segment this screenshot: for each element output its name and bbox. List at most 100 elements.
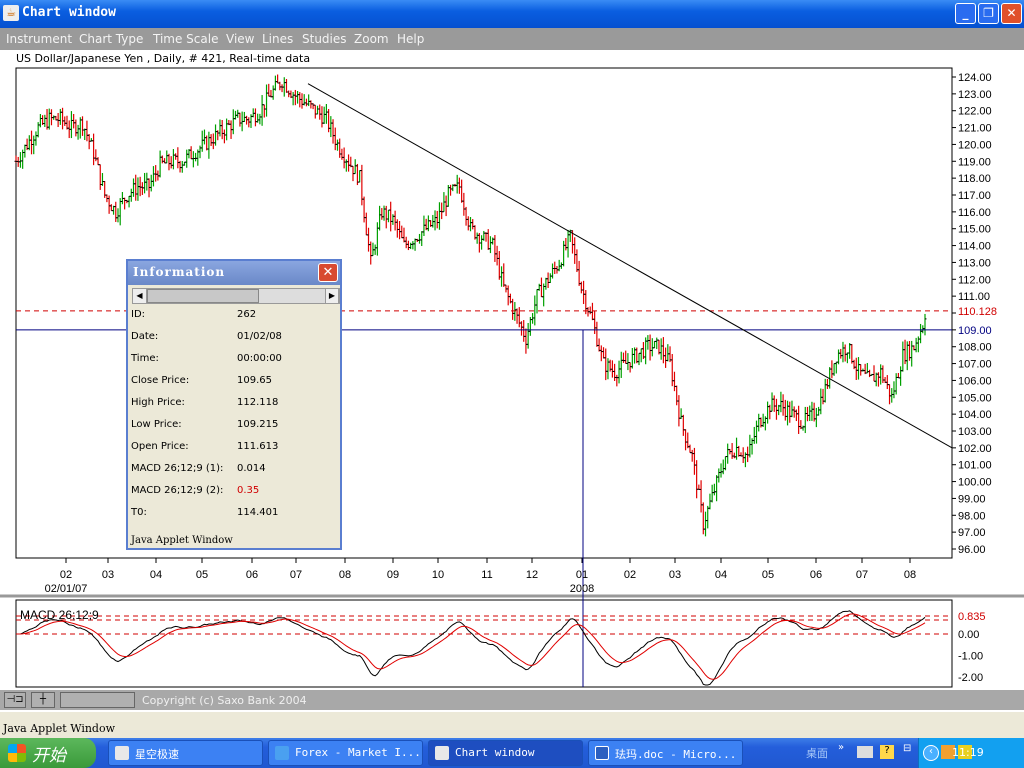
menu-zoom[interactable]: Zoom <box>354 32 389 46</box>
macd-tick-label: -1.00 <box>958 651 983 663</box>
y-tick-label: 112.00 <box>958 274 991 286</box>
x-tick-label: 03 <box>102 569 114 581</box>
x-tick-label: 07 <box>290 569 302 581</box>
x-tick-label: 06 <box>810 569 822 581</box>
chevron-icon[interactable]: » <box>838 742 845 753</box>
macd-plot-frame <box>15 599 953 688</box>
y-tick-label: 124.00 <box>958 72 992 84</box>
macd-line <box>15 610 926 686</box>
y-tick-label: 121.00 <box>958 123 992 135</box>
info-row: MACD 26;12;9 (1): 0.014 <box>131 463 266 474</box>
trend-line <box>307 83 953 449</box>
y-tick-label: 118.00 <box>958 173 991 185</box>
information-footer: Java Applet Window <box>131 535 233 546</box>
info-value: 00:00:00 <box>237 353 282 364</box>
applet-label: Java Applet Window <box>0 712 1024 738</box>
x-tick-label: 04 <box>715 569 727 581</box>
y-tick-label: 114.00 <box>958 241 991 253</box>
y-tick-label: 113.00 <box>958 257 991 269</box>
information-close-button[interactable]: ✕ <box>318 263 338 282</box>
menu-view[interactable]: View <box>226 32 255 46</box>
scroll-right-arrow[interactable]: ▶ <box>325 289 339 303</box>
info-value: 109.65 <box>237 375 272 386</box>
window-title: Chart window <box>22 5 116 20</box>
info-value: 262 <box>237 309 257 320</box>
y-tick-label: 116.00 <box>958 207 991 219</box>
x-tick-label: 08 <box>904 569 916 581</box>
information-scrollbar[interactable]: ◀ ▶ <box>132 288 340 304</box>
task-word-doc[interactable]: 珐玛.doc - Micro... <box>588 740 743 766</box>
info-row: ID: 262 <box>131 309 256 320</box>
y-tick-label: 98.00 <box>958 510 986 522</box>
task-forex-browser[interactable]: Forex - Market I... <box>268 740 423 766</box>
menu-time-scale[interactable]: Time Scale <box>153 32 219 46</box>
chart-subtitle: US Dollar/Japanese Yen , Daily, # 421, R… <box>16 52 311 65</box>
menu-help[interactable]: Help <box>397 32 425 46</box>
macd-signal-line <box>15 613 926 680</box>
level-label: 110.128 <box>958 306 997 318</box>
x-tick-label: 06 <box>246 569 258 581</box>
y-tick-label: 99.00 <box>958 493 986 505</box>
desktop-toolbar[interactable]: 桌面 <box>806 747 828 760</box>
menu-lines[interactable]: Lines <box>262 32 294 46</box>
pin-icon[interactable]: ⊣⊐ <box>4 692 26 708</box>
info-row: T0: 114.401 <box>131 507 278 518</box>
tray-app-icon[interactable] <box>941 745 955 759</box>
menu-studies[interactable]: Studies <box>302 32 347 46</box>
x-tick-label: 02 <box>624 569 636 581</box>
java-icon: ☕ <box>3 5 19 21</box>
help-icon[interactable]: ? <box>880 745 894 759</box>
maximize-button[interactable]: ❐ <box>978 3 999 24</box>
level-label: 109.00 <box>958 325 992 337</box>
copyright-text: Copyright (c) Saxo Bank 2004 <box>142 694 307 707</box>
y-tick-label: 122.00 <box>958 106 992 118</box>
x-tick-label: 09 <box>387 569 399 581</box>
show-hidden-icons[interactable]: ‹ <box>923 745 939 761</box>
java-icon <box>435 746 449 760</box>
system-tray: ‹ <box>918 738 1024 768</box>
windows-logo-icon <box>8 744 26 762</box>
taskbar: 开始 星空极速 Forex - Market I... Chart window… <box>0 738 1024 768</box>
macd-tick-label: 0.00 <box>958 629 979 641</box>
info-label: Time: <box>131 353 159 364</box>
info-value: 0.35 <box>237 485 260 496</box>
minimize-button[interactable]: _ <box>955 3 976 24</box>
y-tick-label: 102.00 <box>958 443 992 455</box>
information-title: Information <box>128 261 340 285</box>
network-warning-icon[interactable] <box>958 745 972 759</box>
menu-instrument[interactable]: Instrument <box>6 32 73 46</box>
info-label: Low Price: <box>131 419 182 430</box>
info-label: Date: <box>131 331 159 342</box>
info-label: MACD 26;12;9 (1): <box>131 463 224 474</box>
start-button[interactable]: 开始 <box>0 738 96 768</box>
y-tick-label: 97.00 <box>958 527 986 539</box>
status-field <box>60 692 135 708</box>
crosshair-icon[interactable]: ┼ <box>31 692 55 708</box>
info-label: ID: <box>131 309 146 320</box>
task-label: Forex - Market I... <box>295 746 421 759</box>
x-tick-label: 12 <box>526 569 538 581</box>
x-first-date-label: 02/01/07 <box>45 583 88 595</box>
macd-tick-label: 0.835 <box>958 611 986 623</box>
keyboard-icon[interactable] <box>857 746 873 758</box>
information-panel[interactable]: Information ✕ ◀ ▶ ID: 262 Date: 01/02/08 Tim… <box>126 259 342 550</box>
info-label: High Price: <box>131 397 185 408</box>
menu-chart-type[interactable]: Chart Type <box>79 32 144 46</box>
x-tick-label: 08 <box>339 569 351 581</box>
task-chart-window[interactable]: Chart window <box>428 740 583 766</box>
close-button[interactable]: ✕ <box>1001 3 1022 24</box>
status-bar: ⊣⊐ ┼ Copyright (c) Saxo Bank 2004 <box>0 690 1024 710</box>
word-icon <box>595 746 609 760</box>
y-tick-label: 123.00 <box>958 89 992 101</box>
x-tick-label: 02 <box>60 569 72 581</box>
info-row: Low Price: 109.215 <box>131 419 278 430</box>
scroll-left-arrow[interactable]: ◀ <box>133 289 147 303</box>
info-label: Open Price: <box>131 441 189 452</box>
restore-icon[interactable]: ⊟ <box>903 743 912 754</box>
clock: 11:19 <box>952 746 984 759</box>
scroll-thumb[interactable] <box>147 289 259 303</box>
task-xingkong[interactable]: 星空极速 <box>108 740 263 766</box>
y-tick-label: 111.00 <box>958 291 990 303</box>
info-value: 111.613 <box>237 441 279 452</box>
